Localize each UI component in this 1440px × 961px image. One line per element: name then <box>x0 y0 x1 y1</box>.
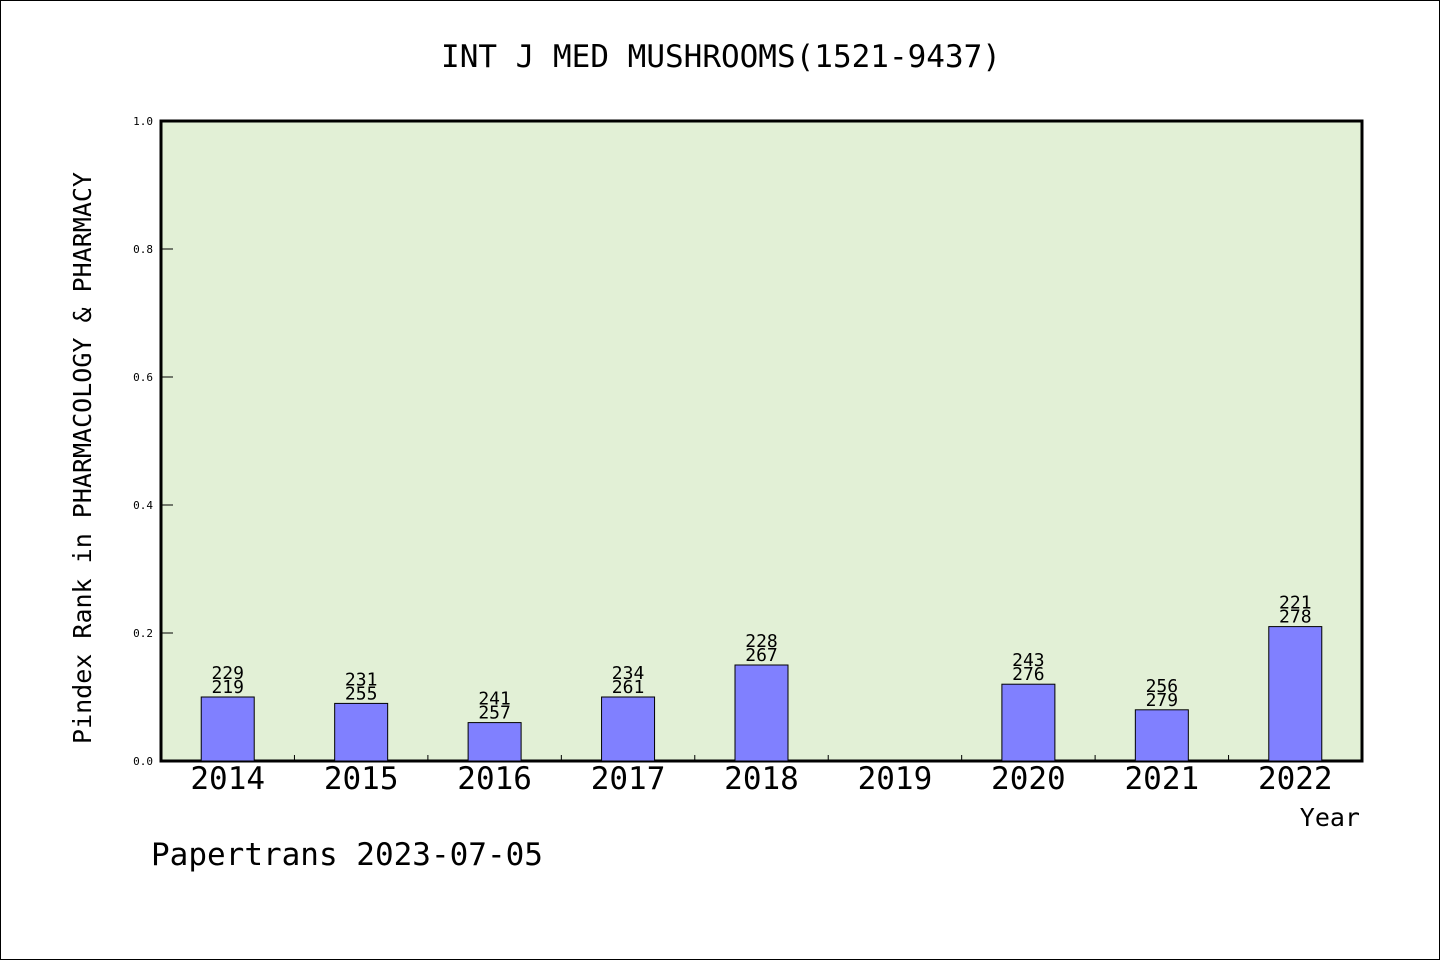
bars-group <box>200 626 1323 762</box>
bar-2016 <box>467 722 522 762</box>
x-tick-label: 2019 <box>858 761 933 797</box>
x-tick-label: 2017 <box>591 761 666 797</box>
bar-2015 <box>334 702 389 762</box>
data-label-top: 234 <box>612 663 645 684</box>
bar-2014 <box>200 696 255 762</box>
data-label-bottom: 255 <box>345 683 378 704</box>
y-tick-label: 0.2 <box>133 627 153 640</box>
y-tick-label: 1.0 <box>133 115 153 128</box>
data-label-bottom: 267 <box>745 645 778 666</box>
data-label-bottom: 257 <box>478 703 511 724</box>
y-axis-label: Pindex Rank in PHARMACOLOGY & PHARMACY <box>68 172 97 744</box>
bar-2021 <box>1134 709 1189 762</box>
data-label-top: 243 <box>1012 650 1045 671</box>
x-tick-label: 2014 <box>190 761 265 797</box>
x-tick-label: 2022 <box>1258 761 1333 797</box>
plot-area <box>159 119 1364 763</box>
data-label-top: 228 <box>745 631 778 652</box>
x-tick-label: 2016 <box>457 761 532 797</box>
x-tick-label: 2018 <box>724 761 799 797</box>
chart-title: INT J MED MUSHROOMS(1521-9437) <box>441 39 1001 75</box>
x-tick-label: 2021 <box>1125 761 1200 797</box>
footer-credit: Papertrans 2023-07-05 <box>151 837 543 873</box>
x-tick-label: 2020 <box>991 761 1066 797</box>
bar-2018 <box>734 664 789 762</box>
data-label-bottom: 276 <box>1012 664 1045 685</box>
data-label-bottom: 278 <box>1279 607 1312 628</box>
data-label-top: 231 <box>345 669 378 690</box>
y-tick-label: 0.0 <box>133 755 153 768</box>
data-label-bottom: 279 <box>1146 690 1179 711</box>
ticks-group: 0.0 0.2 0.4 0.6 0.8 1.0 2014 2015 2016 2017 2018 20… <box>133 115 1332 797</box>
data-label-top: 256 <box>1146 676 1179 697</box>
data-label-top: 229 <box>211 663 244 684</box>
x-axis-label: Year <box>1300 803 1360 832</box>
y-tick-label: 0.8 <box>133 243 153 256</box>
x-tick-label: 2015 <box>324 761 399 797</box>
y-tick-label: 0.4 <box>133 499 153 512</box>
y-tick-label: 0.6 <box>133 371 153 384</box>
bar-2017 <box>601 696 656 762</box>
data-label-bottom: 219 <box>211 677 244 698</box>
data-label-bottom: 261 <box>612 677 645 698</box>
bar-2022 <box>1268 626 1323 762</box>
data-label-top: 241 <box>478 689 511 710</box>
bar-2020 <box>1001 683 1056 762</box>
data-label-top: 221 <box>1279 593 1312 614</box>
